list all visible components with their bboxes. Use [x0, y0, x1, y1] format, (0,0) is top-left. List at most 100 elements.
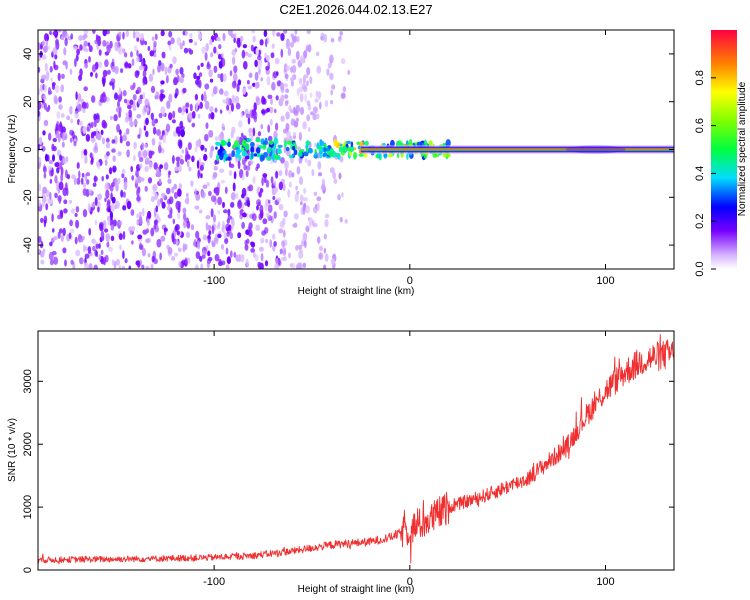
- noise-blob-1160: [74, 213, 78, 217]
- noise-blob-1192: [133, 45, 138, 52]
- noise-blob-822: [237, 232, 242, 239]
- noise-blob-1309: [106, 200, 111, 209]
- noise-blob-1156: [60, 173, 64, 182]
- noise-blob-1140: [177, 188, 182, 197]
- carrier-blob-1686: [423, 154, 427, 159]
- noise-blob-1401: [104, 228, 109, 233]
- noise-blob-788: [42, 248, 46, 255]
- noise-blob-793: [136, 213, 140, 219]
- noise-blob-1245: [237, 37, 241, 42]
- noise-blob-1417: [137, 150, 142, 158]
- noise-blob-1445: [254, 81, 258, 90]
- noise-blob-573: [69, 68, 73, 75]
- noise-blob-1516: [222, 99, 227, 104]
- noise-blob-1334: [83, 182, 86, 188]
- noise-blob-1405: [40, 259, 45, 265]
- noise-blob-1483: [278, 170, 283, 176]
- noise-blob-197: [90, 121, 94, 129]
- noise-blob-979: [75, 249, 81, 257]
- noise-blob-1491: [90, 156, 94, 164]
- noise-blob-1326: [87, 203, 91, 213]
- noise-blob-881: [261, 177, 264, 186]
- noise-blob-371: [278, 228, 284, 234]
- carrier-blob-1748: [255, 147, 261, 154]
- noise-blob-1094: [93, 264, 98, 269]
- noise-blob-1056: [44, 84, 47, 93]
- noise-blob-1337: [144, 185, 148, 192]
- noise-blob-1442: [209, 38, 213, 46]
- noise-blob-261: [145, 238, 150, 243]
- top-xtick-label-0: -100: [203, 275, 225, 287]
- noise-blob-1129: [228, 109, 232, 115]
- noise-blob-861: [60, 113, 65, 118]
- carrier-blob-1767: [342, 145, 348, 154]
- carrier-blob-1765: [288, 154, 293, 159]
- noise-blob-751: [52, 47, 58, 57]
- noise-blob-1016: [111, 65, 116, 73]
- noise-blob-724: [265, 38, 268, 48]
- noise-blob-977: [65, 156, 69, 163]
- noise-blob-1043: [182, 245, 186, 253]
- noise-blob-1060: [298, 250, 304, 259]
- noise-blob-1320: [38, 235, 42, 243]
- noise-blob-1092: [96, 161, 100, 167]
- noise-blob-601: [213, 237, 218, 243]
- noise-blob-692: [108, 246, 113, 252]
- noise-blob-892: [197, 169, 200, 179]
- carrier-blob-1786: [314, 152, 318, 157]
- noise-blob-529: [226, 218, 230, 224]
- carrier-blob-1777: [227, 141, 231, 148]
- noise-blob-1515: [183, 47, 189, 54]
- noise-blob-974: [152, 184, 158, 192]
- carrier-blob-1539: [293, 149, 298, 156]
- noise-blob-1449: [88, 56, 91, 63]
- noise-blob-1103: [76, 162, 80, 169]
- noise-blob-1484: [288, 105, 292, 112]
- noise-blob-499: [74, 236, 78, 245]
- noise-blob-755: [101, 175, 104, 182]
- noise-blob-394: [280, 157, 285, 164]
- noise-blob-949: [168, 112, 173, 121]
- noise-blob-1100: [43, 94, 47, 103]
- noise-blob-193: [275, 95, 279, 101]
- noise-blob-273: [63, 199, 68, 205]
- carrier-blob-1715: [305, 140, 311, 146]
- noise-blob-1254: [73, 141, 77, 147]
- carrier-blob-1772: [241, 150, 247, 156]
- noise-blob-1188: [266, 212, 270, 219]
- noise-blob-366: [324, 213, 330, 219]
- carrier-blob-1637: [358, 153, 364, 157]
- noise-blob-955: [278, 181, 284, 191]
- noise-blob-1104: [168, 170, 172, 176]
- carrier-blob-1758: [305, 144, 308, 149]
- noise-blob-1492: [138, 156, 144, 163]
- noise-blob-746: [87, 246, 92, 255]
- noise-blob-1022: [161, 54, 166, 59]
- noise-blob-1036: [175, 239, 179, 247]
- noise-blob-848: [200, 62, 204, 67]
- noise-blob-142: [205, 122, 209, 129]
- noise-blob-123: [278, 203, 284, 211]
- noise-blob-1499: [262, 218, 268, 225]
- noise-blob-264: [139, 244, 144, 251]
- noise-blob-1155: [324, 219, 329, 228]
- noise-blob-1228: [50, 259, 54, 266]
- noise-blob-997: [73, 45, 78, 51]
- noise-blob-992: [216, 51, 219, 55]
- noise-blob-109: [280, 33, 285, 41]
- noise-blob-1340: [244, 239, 248, 246]
- noise-blob-1180: [279, 221, 285, 228]
- noise-blob-1249: [251, 30, 256, 34]
- noise-blob-842: [47, 154, 50, 162]
- carrier-blob-1720: [222, 150, 227, 154]
- noise-blob-1209: [117, 94, 122, 102]
- noise-blob-337: [210, 112, 215, 120]
- snr-panel: -100 0 100 0 1000 2000 3000 Height of straigh…: [7, 330, 675, 595]
- noise-blob-1426: [121, 265, 125, 269]
- noise-blob-1406: [299, 93, 304, 103]
- noise-blob-1486: [54, 192, 58, 199]
- noise-blob-1469: [213, 46, 217, 54]
- noise-blob-1524: [59, 121, 62, 128]
- noise-blob-229: [139, 65, 143, 71]
- noise-blob-399: [61, 141, 65, 148]
